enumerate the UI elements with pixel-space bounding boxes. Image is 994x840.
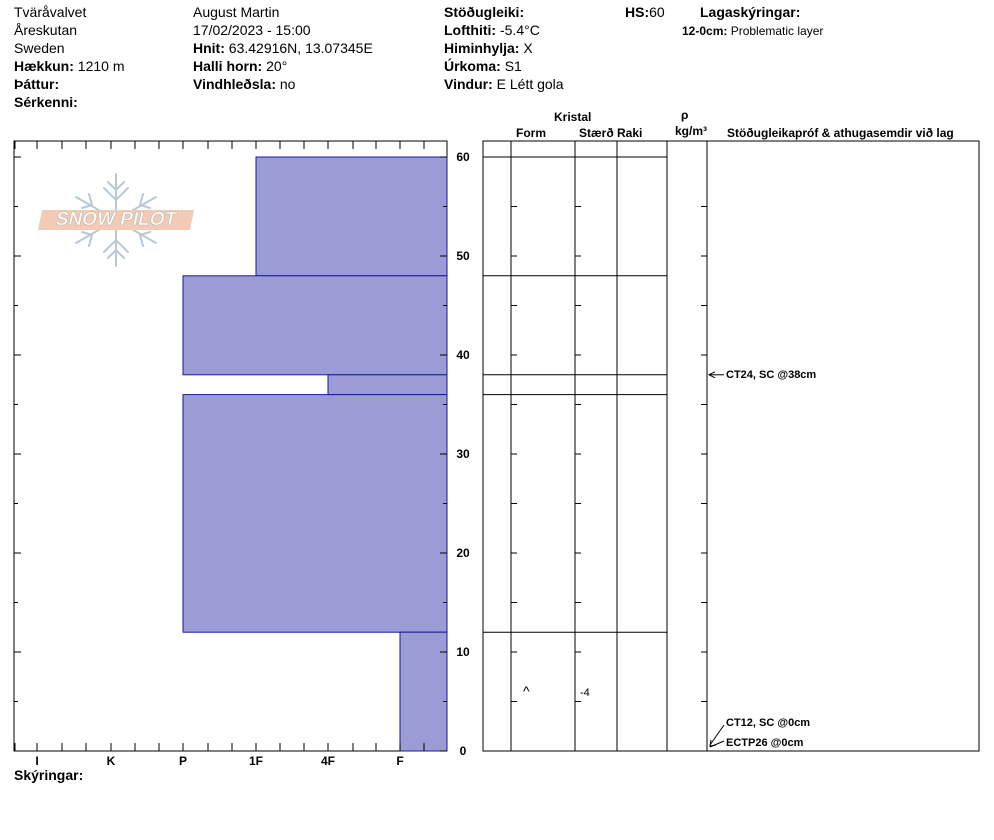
air-temp-value: -5.4°C [499,22,540,38]
stability-test-label: CT12, SC @0cm [726,717,811,729]
sky-row: Himinhylja: X [444,39,533,57]
wind-loading-value: no [279,76,296,92]
wind-label: Vindur: [444,76,493,92]
hardness-tick-label: K [107,754,116,768]
slope-row: Halli horn: 20° [193,57,287,75]
sky-value: X [523,40,533,56]
height-tick-label: 30 [456,447,470,461]
precip-value: S1 [504,58,522,74]
height-tick-label: 60 [456,150,470,164]
hardness-tick-label: I [35,754,38,768]
snowpilot-logo: SNOW PILOT [37,172,198,268]
density-unit: kg/m³ [675,124,708,138]
hardness-bar [182,275,448,376]
aspect-label: Þáttur: [14,76,60,92]
hs-value: 60 [649,4,665,20]
coords-label: Hnit: [193,40,225,56]
legend-label: Lagaskýringar: [700,4,801,20]
air-temp-label: Lofthiti: [444,22,497,38]
hardness-bar [399,631,448,752]
hs-row: HS:60 [625,3,665,21]
legend-text: Problematic layer [730,24,824,38]
logo-text: SNOW PILOT [37,209,195,230]
hardness-bar [327,374,448,396]
hardness-tick-label: P [179,754,187,768]
wind-row: Vindur: E Létt gola [444,75,564,93]
country-name: Sweden [14,40,65,56]
stability-test-label: CT24, SC @38cm [726,369,817,381]
air-temp-row: Lofthiti: -5.4°C [444,21,540,39]
form-header: Form [516,126,546,140]
sky-label: Himinhylja: [444,40,520,56]
crystal-form-symbol: ^ [523,683,530,699]
slope-label: Halli horn: [193,58,263,74]
crystal-size-value: -4 [580,687,590,699]
height-tick-label: 10 [456,645,470,659]
location-name: Tväråvalvet [14,4,87,20]
size-header: Stærð [579,126,614,140]
wind-loading-label: Vindhleðsla: [193,76,276,92]
height-tick-label: 40 [456,348,470,362]
moisture-header: Raki [617,126,643,140]
legend-range: 12-0cm: [682,24,728,38]
elevation-row: Hækkun: 1210 m [14,57,125,75]
coords-value: 63.42916N, 13.07345E [228,40,373,56]
height-tick-label: 0 [460,744,467,758]
elevation-value: 1210 m [77,58,125,74]
height-tick-label: 20 [456,546,470,560]
hardness-tick-label: F [396,754,403,768]
hardness-bar [255,156,448,277]
features-row: Sérkenni: [14,93,78,111]
legend-entry: 12-0cm: Problematic layer [682,24,823,38]
precip-label: Úrkoma: [444,58,501,74]
elevation-label: Hækkun: [14,58,74,74]
observer-name: August Martin [193,4,280,20]
stability-row: Stöðugleiki: [444,3,524,21]
wind-loading-row: Vindhleðsla: no [193,75,295,93]
stability-test-label: ECTP26 @0cm [726,737,804,749]
coords-row: Hnit: 63.42916N, 13.07345E [193,39,373,57]
area-name: Åreskutan [14,22,78,38]
hs-label: HS: [625,4,650,20]
kristal-header: Kristal [554,110,592,124]
height-tick-label: 50 [456,249,470,263]
hardness-tick-label: 1F [249,754,263,768]
comments-label: Skýringar: [14,767,84,783]
features-label: Sérkenni: [14,94,78,110]
slope-value: 20° [266,58,288,74]
stability-label: Stöðugleiki: [444,4,525,20]
hardness-tick-label: 4F [321,754,335,768]
aspect-row: Þáttur: [14,75,59,93]
observation-datetime: 17/02/2023 - 15:00 [193,22,311,38]
tests-header: Stöðugleikapróf & athugasemdir við lag [727,126,954,140]
layer-table-frame [482,140,980,752]
stability-test-arrowhead [709,739,717,747]
precip-row: Úrkoma: S1 [444,57,522,75]
hardness-bar [182,394,448,633]
stability-test-arrowhead [707,371,716,379]
wind-value: E Létt gola [496,76,564,92]
stability-test-arrow [709,724,725,746]
density-symbol: ρ [681,108,689,122]
